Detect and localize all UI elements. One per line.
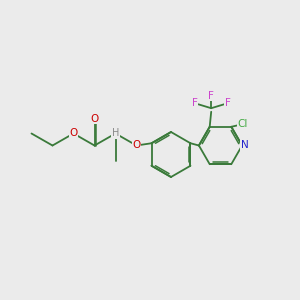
Text: O: O bbox=[132, 140, 141, 151]
Text: N: N bbox=[241, 140, 248, 151]
Text: F: F bbox=[208, 91, 214, 100]
Text: O: O bbox=[90, 113, 99, 124]
Text: F: F bbox=[192, 98, 198, 108]
Text: H: H bbox=[112, 128, 119, 139]
Text: O: O bbox=[69, 128, 78, 139]
Text: Cl: Cl bbox=[238, 119, 248, 129]
Text: F: F bbox=[225, 98, 231, 108]
